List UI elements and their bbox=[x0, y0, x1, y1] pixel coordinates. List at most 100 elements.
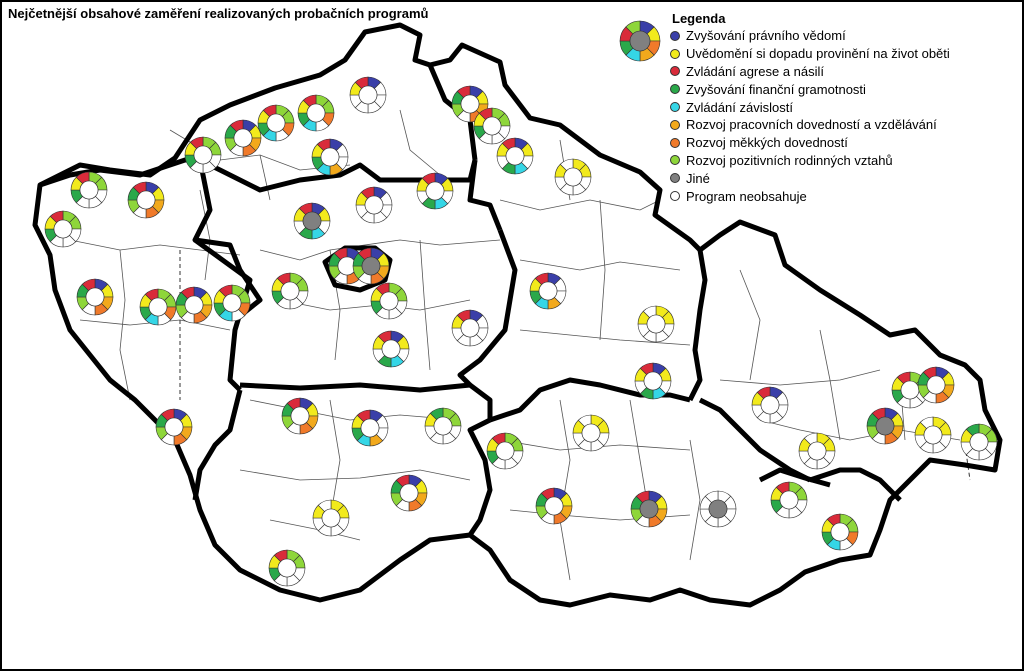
ring-center bbox=[306, 103, 326, 123]
ring-center bbox=[321, 508, 341, 528]
program-ring-symbol bbox=[535, 487, 573, 525]
program-ring-symbol bbox=[351, 409, 389, 447]
program-ring-symbol bbox=[44, 210, 82, 248]
ring-center bbox=[969, 432, 989, 452]
ring-center bbox=[148, 297, 168, 317]
legend-item: Zvládání agrese a násilí bbox=[670, 63, 950, 81]
ring-center bbox=[581, 423, 601, 443]
legend-item: Zvyšování právního vědomí bbox=[670, 27, 950, 45]
legend-item-label: Zvládání závislostí bbox=[686, 99, 793, 115]
program-ring-symbol bbox=[370, 282, 408, 320]
ring-center bbox=[320, 147, 340, 167]
program-ring-symbol bbox=[312, 499, 350, 537]
ring-center bbox=[495, 441, 515, 461]
legend-item-label: Rozvoj pozitivních rodinných vztahů bbox=[686, 152, 893, 168]
program-ring-symbol bbox=[821, 513, 859, 551]
program-ring-symbol bbox=[798, 432, 836, 470]
ring-center bbox=[875, 416, 895, 436]
program-ring-symbol bbox=[76, 278, 114, 316]
program-ring-symbol bbox=[355, 186, 393, 224]
program-ring-symbol bbox=[699, 490, 737, 528]
ring-symbols bbox=[44, 76, 998, 587]
ring-center bbox=[460, 318, 480, 338]
ring-center bbox=[900, 380, 920, 400]
ring-center bbox=[643, 371, 663, 391]
ring-center bbox=[433, 416, 453, 436]
program-ring-symbol bbox=[751, 386, 789, 424]
ring-center bbox=[923, 425, 943, 445]
program-ring-symbol bbox=[328, 247, 366, 285]
ring-center bbox=[136, 190, 156, 210]
ring-center bbox=[779, 490, 799, 510]
legend-item: Jiné bbox=[670, 169, 950, 187]
ring-center bbox=[302, 211, 322, 231]
ring-center bbox=[538, 281, 558, 301]
legend-swatch-icon bbox=[670, 119, 680, 130]
legend-item-label: Uvědomění si dopadu provinění na život o… bbox=[686, 46, 950, 62]
program-ring-symbol bbox=[637, 305, 675, 343]
program-ring-symbol bbox=[486, 432, 524, 470]
ring-center bbox=[563, 167, 583, 187]
legend-item-label: Rozvoj měkkých dovedností bbox=[686, 135, 848, 151]
program-ring-symbol bbox=[224, 119, 262, 157]
legend-swatch-icon bbox=[670, 30, 680, 41]
ring-center bbox=[629, 30, 651, 52]
ring-center bbox=[460, 94, 480, 114]
legend-swatch-icon bbox=[670, 191, 680, 202]
program-ring-symbol bbox=[281, 397, 319, 435]
program-ring-symbol bbox=[139, 288, 177, 326]
legend-swatch-icon bbox=[670, 66, 680, 77]
ring-center bbox=[233, 128, 253, 148]
ring-center bbox=[360, 418, 380, 438]
program-ring-symbol bbox=[529, 272, 567, 310]
legend-swatch-icon bbox=[670, 137, 680, 148]
program-ring-symbol bbox=[293, 202, 331, 240]
legend-item-label: Zvyšování právního vědomí bbox=[686, 28, 846, 44]
ring-center bbox=[361, 256, 381, 276]
program-ring-symbol bbox=[352, 247, 390, 285]
program-ring-symbol bbox=[390, 474, 428, 512]
ring-center bbox=[830, 522, 850, 542]
legend-swatch-icon bbox=[670, 173, 680, 184]
program-ring-symbol bbox=[554, 158, 592, 196]
ring-center bbox=[544, 496, 564, 516]
program-ring-symbol bbox=[914, 416, 952, 454]
ring-center bbox=[277, 558, 297, 578]
legend-item: Uvědomění si dopadu provinění na život o… bbox=[670, 45, 950, 63]
program-ring-symbol bbox=[424, 407, 462, 445]
ring-center bbox=[926, 375, 946, 395]
program-ring-symbol bbox=[127, 181, 165, 219]
program-ring-symbol bbox=[866, 407, 904, 445]
ring-center bbox=[358, 85, 378, 105]
program-ring-symbol bbox=[349, 76, 387, 114]
ring-center bbox=[193, 145, 213, 165]
program-ring-symbol bbox=[416, 172, 454, 210]
ring-center bbox=[646, 314, 666, 334]
ring-center bbox=[379, 291, 399, 311]
district-dashed-line-east bbox=[964, 444, 971, 481]
ring-center bbox=[425, 181, 445, 201]
legend-ring-icon bbox=[619, 20, 661, 62]
program-ring-symbol bbox=[917, 366, 955, 404]
program-ring-symbol bbox=[372, 330, 410, 368]
program-ring-symbol bbox=[271, 272, 309, 310]
ring-center bbox=[164, 417, 184, 437]
legend-swatch-icon bbox=[670, 48, 680, 59]
legend-item-label: Program neobsahuje bbox=[686, 188, 807, 204]
program-ring-symbol bbox=[311, 138, 349, 176]
legend-swatch-icon bbox=[670, 155, 680, 166]
program-ring-symbol bbox=[297, 94, 335, 132]
ring-center bbox=[290, 406, 310, 426]
ring-center bbox=[760, 395, 780, 415]
ring-center bbox=[280, 281, 300, 301]
program-ring-symbol bbox=[268, 549, 306, 587]
program-ring-symbol bbox=[213, 284, 251, 322]
legend-item-label: Zvyšování finanční gramotnosti bbox=[686, 81, 866, 97]
program-ring-symbol bbox=[184, 136, 222, 174]
legend-item-label: Rozvoj pracovních dovedností a vzděláván… bbox=[686, 117, 937, 133]
program-ring-symbol bbox=[770, 481, 808, 519]
legend-item-label: Jiné bbox=[686, 170, 710, 186]
legend-item: Rozvoj pozitivních rodinných vztahů bbox=[670, 152, 950, 170]
legend-swatch-icon bbox=[670, 102, 680, 113]
